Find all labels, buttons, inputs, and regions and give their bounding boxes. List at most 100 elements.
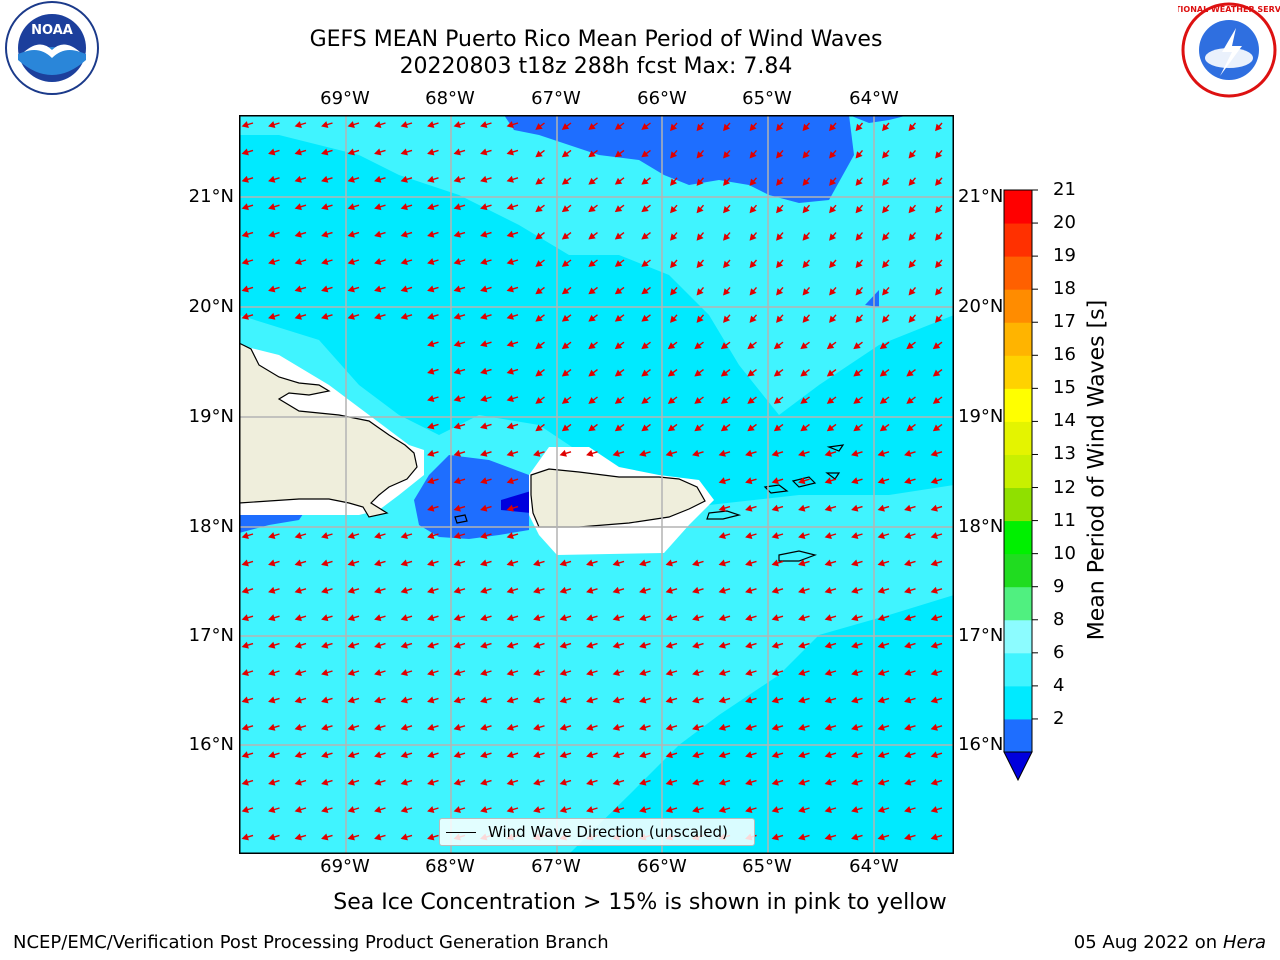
wind-wave-arrowhead — [506, 559, 514, 567]
wind-wave-arrowhead — [453, 121, 461, 128]
wind-wave-arrowhead — [855, 315, 863, 323]
colorbar-label-text: Mean Period of Wind Waves [s] — [1084, 299, 1110, 641]
wind-wave-arrowhead — [347, 778, 355, 786]
wind-wave-arrowhead — [747, 369, 755, 377]
wind-wave-arrowhead — [776, 123, 784, 132]
wind-wave-arrowhead — [851, 614, 859, 622]
lat-tick-left: 18°N — [188, 516, 234, 537]
wind-wave-arrowhead — [930, 778, 938, 786]
nws-logo: NATIONAL WEATHER SERVICE — [1178, 2, 1280, 98]
wind-wave-arrowhead — [559, 669, 567, 676]
wind-wave-arrowhead — [321, 121, 329, 128]
wind-wave-arrowhead — [241, 586, 249, 594]
wind-wave-arrowhead — [241, 148, 249, 156]
colorbar-segment — [1004, 256, 1032, 290]
wind-wave-arrowhead — [347, 806, 355, 813]
wind-wave-arrowhead — [851, 806, 859, 813]
wind-wave-arrowhead — [882, 123, 890, 132]
wind-wave-arrowhead — [829, 206, 837, 214]
wind-wave-arrowhead — [453, 806, 461, 813]
wind-wave-arrowhead — [453, 778, 461, 786]
wind-wave-arrowhead — [427, 422, 435, 430]
wind-wave-arrowhead — [853, 424, 861, 432]
wind-wave-arrowhead — [586, 559, 594, 567]
wind-wave-arrowhead — [559, 586, 567, 594]
wind-wave-arrowhead — [268, 723, 276, 731]
wind-wave-arrowhead — [268, 121, 276, 128]
wind-wave-arrowhead — [723, 206, 731, 214]
wind-wave-arrowhead — [427, 449, 435, 457]
lat-tick-left: 21°N — [188, 186, 234, 207]
wind-wave-arrowhead — [321, 175, 329, 183]
wind-wave-arrowhead — [829, 178, 837, 186]
wind-wave-arrowhead — [321, 614, 329, 622]
wind-wave-arrowhead — [453, 696, 461, 704]
wind-wave-arrowhead — [855, 151, 863, 159]
wind-wave-arrowhead — [427, 586, 435, 594]
wind-wave-arrowhead — [480, 230, 488, 238]
wind-wave-arrowhead — [639, 696, 647, 704]
wind-wave-arrowhead — [533, 778, 541, 786]
wind-wave-arrowhead — [480, 285, 488, 293]
wind-wave-arrowhead — [718, 696, 726, 704]
wind-wave-arrowhead — [561, 369, 570, 377]
wind-wave-arrowhead — [453, 586, 461, 594]
wind-wave-arrowhead — [904, 806, 912, 813]
wind-wave-arrowhead — [798, 532, 806, 539]
wind-wave-arrowhead — [561, 232, 570, 240]
wind-wave-arrowhead — [824, 614, 832, 622]
wind-wave-arrowhead — [321, 148, 329, 156]
wind-wave-arrowhead — [694, 369, 702, 377]
wind-wave-arrowhead — [696, 233, 704, 241]
wind-wave-arrowhead — [670, 288, 678, 296]
wind-wave-arrowhead — [480, 696, 488, 704]
wind-wave-arrowhead — [696, 288, 704, 296]
wind-wave-arrowhead — [294, 641, 302, 649]
wind-wave-arrowhead — [506, 641, 514, 649]
wind-wave-arrowhead — [745, 614, 753, 622]
lat-tick-right: 20°N — [958, 296, 1004, 317]
wind-wave-arrowhead — [747, 342, 755, 350]
wind-wave-arrowhead — [749, 151, 757, 159]
wind-wave-arrowhead — [427, 175, 435, 183]
wind-wave-arrowhead — [374, 175, 382, 183]
wind-wave-arrowhead — [692, 778, 700, 786]
wind-wave-arrowhead — [453, 641, 461, 649]
footer-credit: NCEP/EMC/Verification Post Processing Pr… — [13, 932, 609, 953]
wind-wave-arrowhead — [480, 121, 488, 128]
lon-tick-top: 64°W — [849, 88, 899, 109]
wind-wave-arrowhead — [506, 477, 514, 485]
wind-wave-arrowhead — [588, 123, 596, 130]
wind-wave-arrowhead — [771, 806, 779, 813]
wind-wave-arrowhead — [506, 751, 514, 759]
wind-wave-arrowhead — [374, 723, 382, 731]
colorbar-tick-label: 2 — [1053, 707, 1065, 729]
wind-wave-arrowhead — [294, 778, 302, 786]
wind-wave-arrowhead — [908, 288, 916, 296]
wind-wave-arrowhead — [480, 367, 488, 375]
wind-wave-arrowhead — [427, 395, 435, 402]
colorbar-segment — [1004, 421, 1032, 455]
wind-wave-arrowhead — [347, 751, 355, 759]
wind-wave-arrowhead — [612, 614, 620, 622]
wind-wave-arrowhead — [453, 477, 461, 485]
wind-wave-arrowhead — [718, 559, 726, 567]
wind-wave-arrowhead — [506, 121, 514, 128]
wind-wave-arrowhead — [427, 723, 435, 731]
lat-tick-right: 17°N — [958, 625, 1004, 646]
wind-wave-arrowhead — [877, 751, 885, 759]
wind-wave-arrowhead — [718, 669, 726, 676]
wind-wave-arrowhead — [241, 312, 249, 320]
wind-wave-arrowhead — [533, 586, 541, 594]
wind-wave-arrowhead — [453, 532, 461, 539]
lon-tick-bottom: 68°W — [425, 856, 475, 877]
wind-wave-arrowhead — [427, 203, 435, 211]
wind-wave-arrowhead — [586, 778, 594, 786]
wind-wave-arrowhead — [641, 287, 649, 295]
wind-wave-arrowhead — [506, 669, 514, 676]
wind-wave-arrowhead — [241, 806, 249, 813]
wind-wave-arrowhead — [826, 424, 835, 432]
wind-wave-arrowhead — [935, 206, 943, 214]
colorbar-tick-label: 10 — [1053, 542, 1076, 564]
wind-wave-arrowhead — [612, 641, 620, 649]
